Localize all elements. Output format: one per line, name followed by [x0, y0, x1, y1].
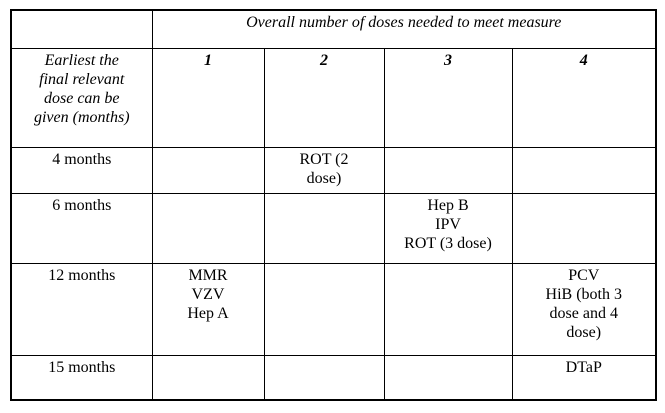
- table-row-12-months: 12 months MMR VZV Hep A PCV HiB (both 3 …: [10, 262, 657, 356]
- empty-cell: [511, 146, 657, 194]
- column-header-row: Earliest the final relevant dose can be …: [10, 47, 657, 148]
- empty-cell: [151, 354, 265, 401]
- empty-cell: [383, 146, 513, 194]
- empty-cell: [151, 192, 265, 264]
- table-row-15-months: 15 months DTaP: [10, 354, 657, 401]
- vaccine-cell: PCV HiB (both 3 dose and 4 dose): [511, 262, 657, 356]
- empty-cell: [263, 354, 385, 401]
- empty-cell: [263, 262, 385, 356]
- empty-cell: [383, 354, 513, 401]
- vaccine-cell: ROT (2 dose): [263, 146, 385, 194]
- row-label: 6 months: [10, 192, 153, 264]
- row-axis-header: Earliest the final relevant dose can be …: [10, 47, 153, 148]
- empty-cell: [383, 262, 513, 356]
- row-label: 12 months: [10, 262, 153, 356]
- dose-table: Overall number of doses needed to meet m…: [10, 9, 657, 401]
- empty-cell: [151, 146, 265, 194]
- vaccine-cell: Hep B IPV ROT (3 dose): [383, 192, 513, 264]
- empty-cell: [263, 192, 385, 264]
- dose-count-header-1: 1: [151, 47, 265, 148]
- dose-count-header-3: 3: [383, 47, 513, 148]
- dose-count-header-4: 4: [511, 47, 657, 148]
- table-row-4-months: 4 months ROT (2 dose): [10, 146, 657, 194]
- table-row-6-months: 6 months Hep B IPV ROT (3 dose): [10, 192, 657, 264]
- empty-cell: [511, 192, 657, 264]
- row-label: 15 months: [10, 354, 153, 401]
- table-title: Overall number of doses needed to meet m…: [151, 9, 657, 49]
- table-title-row: Overall number of doses needed to meet m…: [10, 9, 657, 49]
- vaccine-cell: DTaP: [511, 354, 657, 401]
- corner-cell: [10, 9, 153, 49]
- vaccine-cell: MMR VZV Hep A: [151, 262, 265, 356]
- dose-count-header-2: 2: [263, 47, 385, 148]
- row-label: 4 months: [10, 146, 153, 194]
